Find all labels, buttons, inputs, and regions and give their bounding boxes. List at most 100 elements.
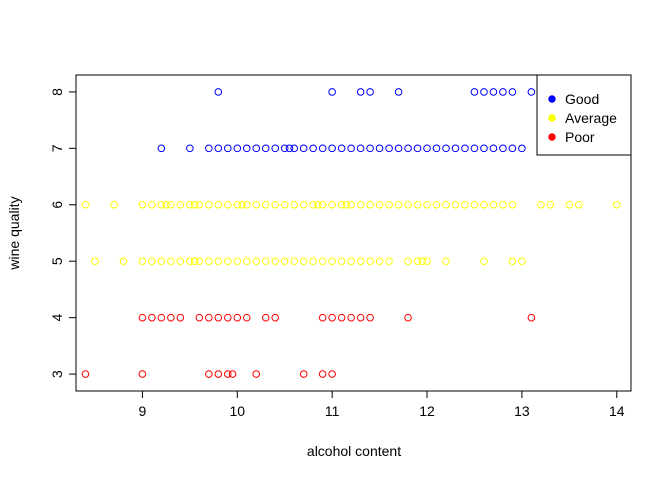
data-point-poor-0 [138,313,147,322]
x-tick-label-2: 11 [325,403,340,419]
data-point-poor-1 [148,313,156,322]
x-tick-label-0: 9 [139,403,147,419]
data-point-average-72 [299,257,308,266]
data-point-average-39 [442,200,450,209]
data-point-good-11 [157,144,166,153]
data-point-average-89 [518,257,526,266]
data-point-good-6 [480,88,488,96]
data-point-good-32 [375,144,384,153]
data-point-average-26 [328,200,336,209]
legend-marker-poor [548,133,556,141]
data-point-average-76 [337,257,346,266]
data-point-average-36 [413,200,422,209]
data-point-average-68 [261,257,270,266]
data-point-average-66 [242,257,251,266]
data-point-good-40 [451,144,460,153]
data-point-average-43 [480,200,488,209]
data-point-poor-19 [404,313,412,322]
data-point-poor-6 [205,313,213,322]
y-tick-label-3: 6 [49,201,65,209]
data-point-average-16 [242,200,251,209]
y-axis: 3 4 5 6 7 8 [49,88,77,378]
data-point-good-18 [252,144,261,153]
data-point-average-52 [91,257,99,266]
data-point-good-25 [309,144,317,153]
data-point-average-41 [461,200,469,209]
data-point-average-49 [565,200,574,209]
data-point-good-27 [328,144,336,153]
data-point-average-28 [342,200,351,209]
data-point-average-21 [290,200,299,209]
data-point-average-13 [223,200,232,209]
data-point-good-16 [233,144,242,153]
data-point-average-71 [290,257,299,266]
data-point-poor-7 [214,313,223,322]
data-point-good-24 [299,144,308,153]
data-point-average-48 [546,200,555,209]
data-point-average-22 [299,200,308,209]
data-point-poor-15 [337,313,346,322]
data-point-average-4 [157,200,166,209]
data-point-average-77 [347,257,355,266]
data-point-average-60 [190,257,199,266]
data-point-average-62 [205,257,213,266]
data-point-average-82 [404,257,412,266]
x-axis-title: alcohol content [307,443,401,459]
data-point-good-15 [223,144,232,153]
data-point-good-13 [205,144,213,153]
data-point-average-56 [157,257,166,266]
data-point-average-5 [162,200,170,209]
data-point-good-47 [518,144,526,153]
data-point-good-29 [347,144,355,153]
data-point-good-46 [508,144,517,153]
data-point-average-15 [238,200,246,209]
data-point-good-31 [366,144,374,153]
y-axis-title: wine quality [6,196,22,270]
data-point-average-40 [451,200,460,209]
data-point-good-28 [337,144,346,153]
data-point-average-23 [309,200,317,209]
data-point-average-58 [176,257,185,266]
legend-marker-good [548,95,556,103]
data-point-poor-20 [527,313,536,322]
data-point-good-33 [385,144,393,153]
data-point-average-54 [138,257,147,266]
data-point-average-9 [190,200,199,209]
x-tick-label-4: 13 [514,403,530,419]
data-point-poor-14 [328,313,336,322]
x-tick-label-1: 10 [229,403,245,419]
legend-label-poor: Poor [565,129,595,145]
legend-label-good: Good [565,91,599,107]
data-point-good-42 [470,144,479,153]
data-point-good-19 [261,144,270,153]
data-point-average-1 [110,200,118,209]
data-point-average-3 [148,200,156,209]
data-point-average-38 [432,200,441,209]
data-point-average-75 [328,257,336,266]
data-point-average-29 [347,200,355,209]
data-point-average-67 [252,257,261,266]
data-point-good-38 [432,144,441,153]
y-tick-label-0: 3 [49,370,65,378]
data-point-average-46 [508,200,517,209]
data-point-average-83 [413,257,422,266]
data-point-average-59 [186,257,194,266]
data-point-average-2 [138,200,147,209]
data-point-average-45 [499,200,507,209]
data-point-poor-22 [138,370,147,378]
data-point-poor-9 [233,313,242,322]
data-point-poor-18 [366,313,374,322]
legend-label-average: Average [565,110,617,126]
data-point-average-47 [537,200,545,209]
data-point-average-69 [271,257,280,266]
data-point-good-35 [404,144,412,153]
data-point-good-5 [470,88,479,96]
data-point-good-8 [499,88,507,96]
data-point-good-9 [508,88,517,96]
data-point-average-12 [214,200,223,209]
data-point-good-41 [461,144,469,153]
data-point-good-22 [285,144,294,153]
data-point-average-42 [470,200,479,209]
data-point-average-24 [314,200,322,209]
data-point-good-21 [280,144,289,153]
